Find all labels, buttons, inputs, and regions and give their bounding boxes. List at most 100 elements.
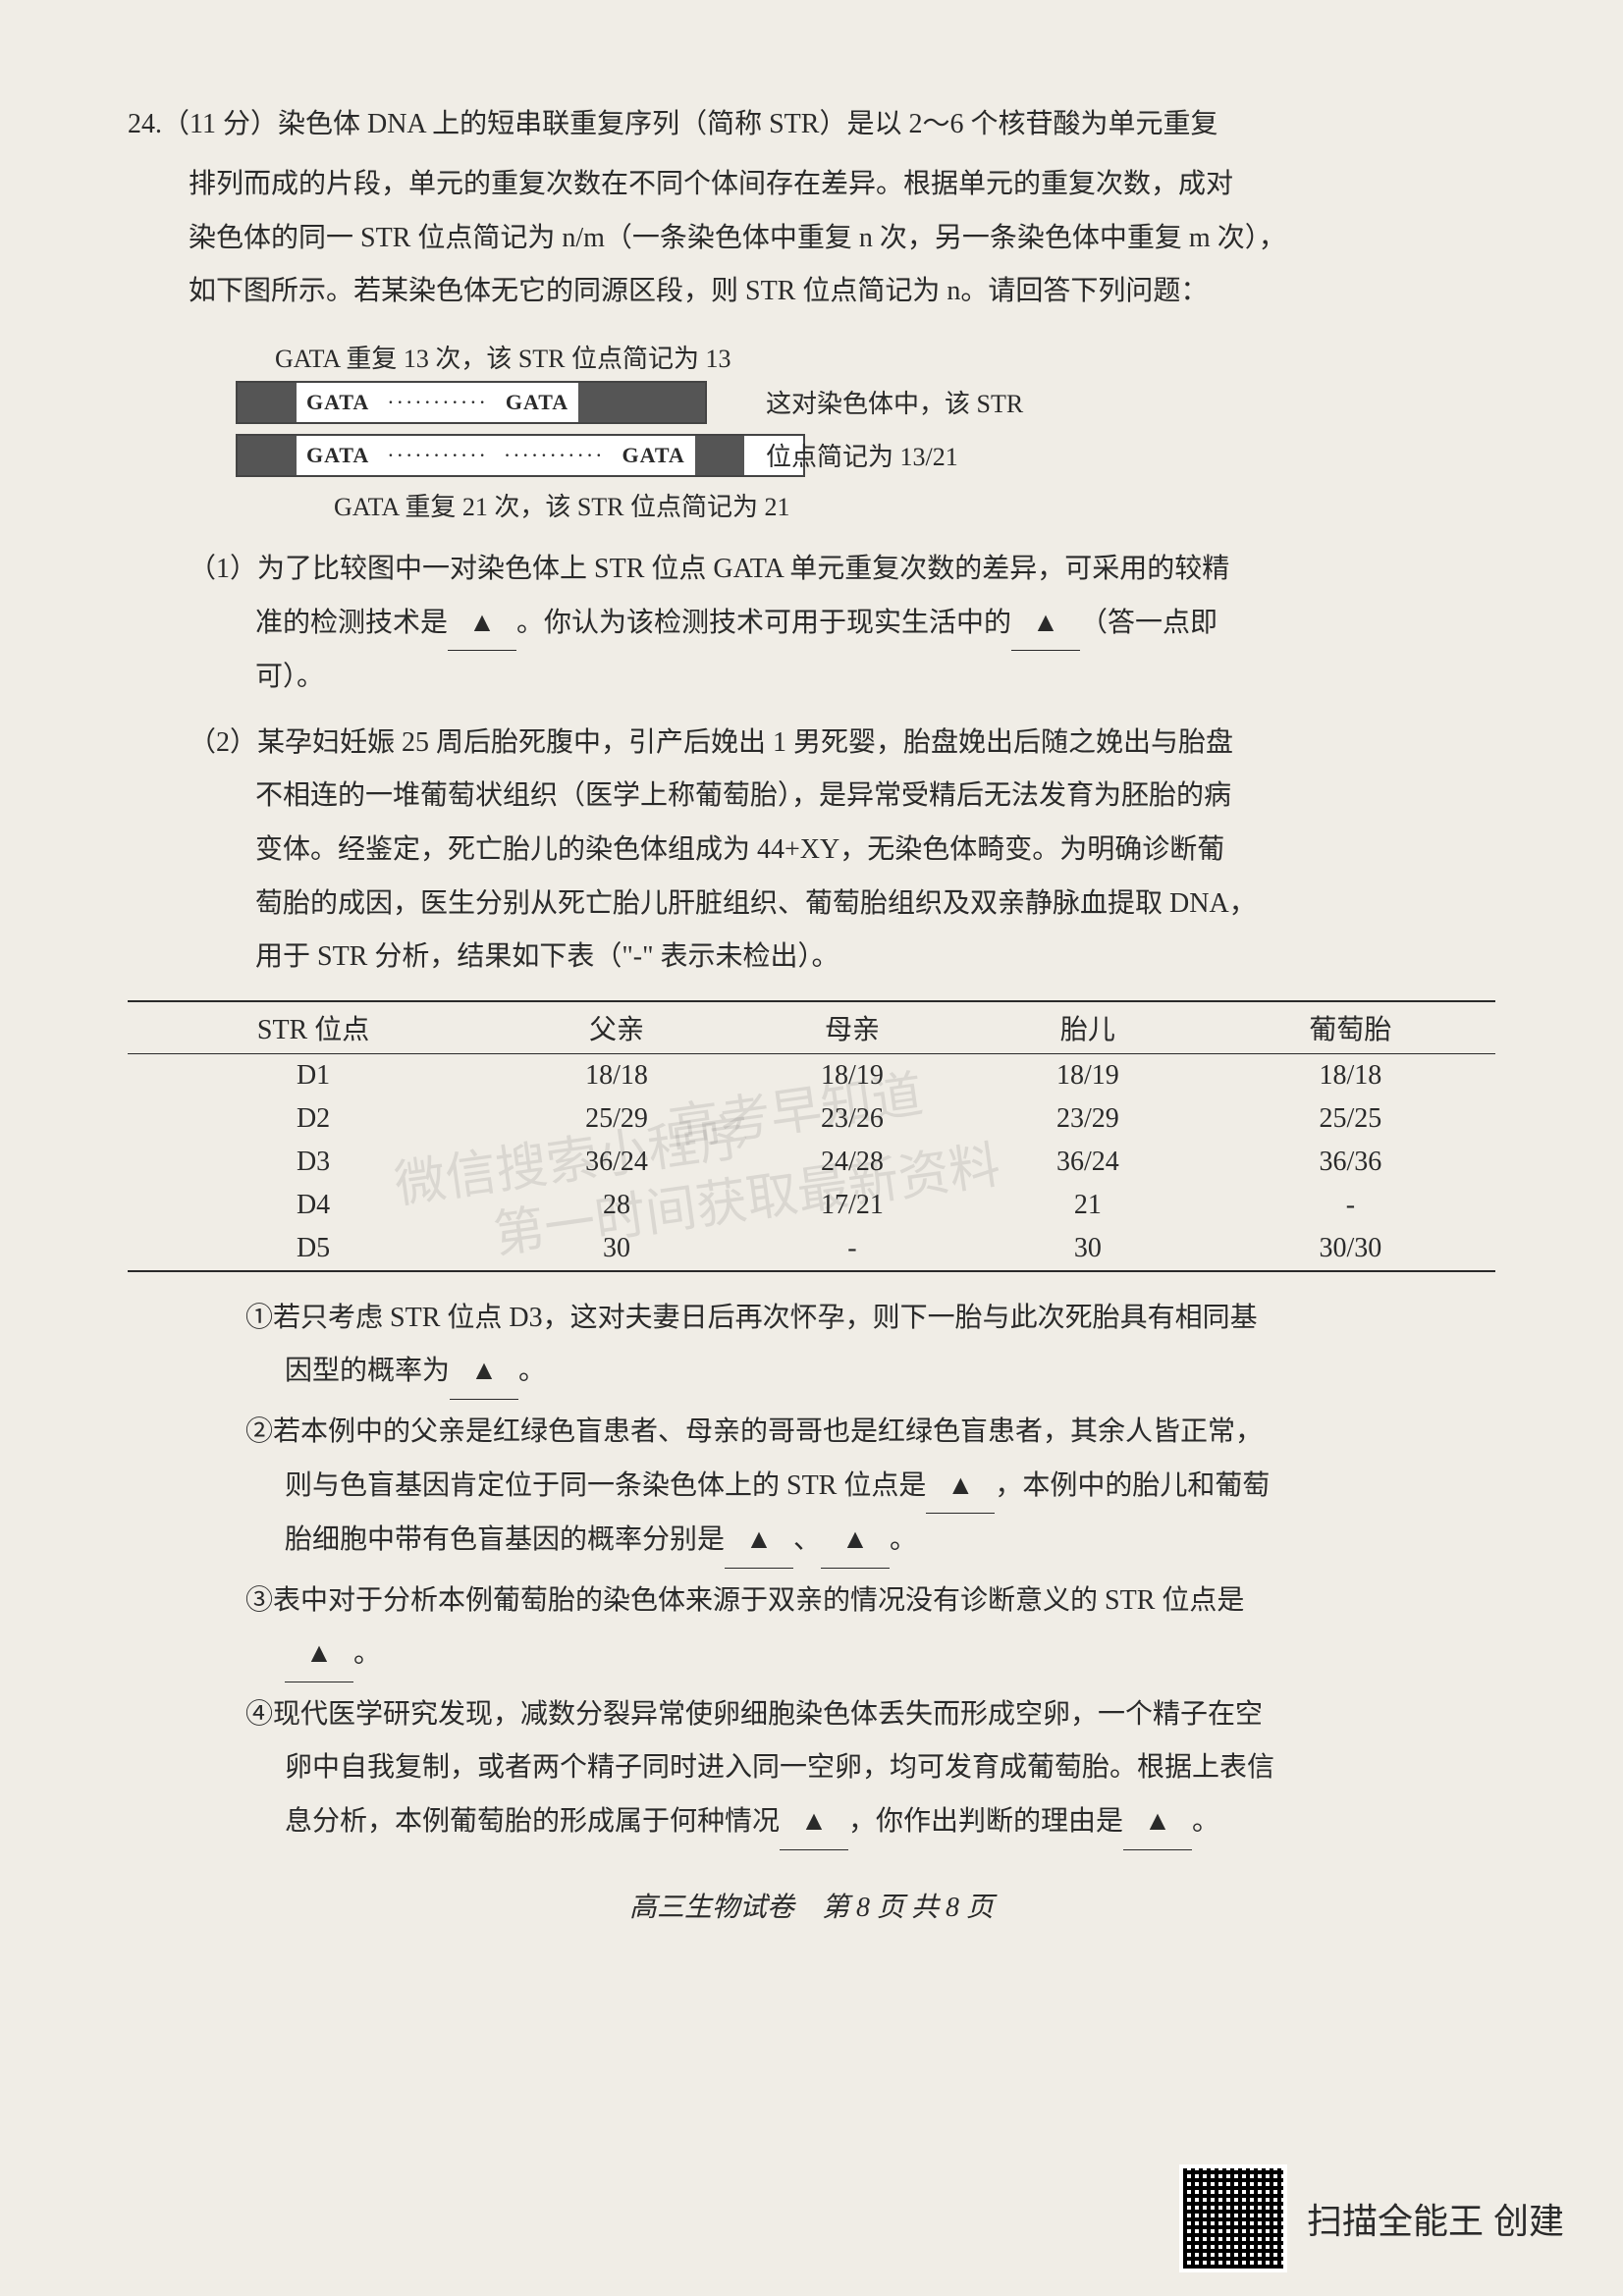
cell: 18/19 [734, 1053, 970, 1097]
item2-l3: ，本例中的胎儿和葡萄 [995, 1470, 1270, 1501]
item4-l1: 现代医学研究发现，减数分裂异常使卵细胞染色体丢失而形成空卵，一个精子在空 [273, 1699, 1263, 1730]
cell: 18/19 [970, 1053, 1206, 1097]
sub1-l2: 准的检测技术是 [255, 608, 448, 638]
diagram-side-2: 位点简记为 13/21 [766, 437, 958, 473]
cell: 30 [970, 1227, 1206, 1271]
cell: 18/18 [499, 1053, 734, 1097]
diagram-side-1: 这对染色体中，该 STR [766, 384, 1023, 420]
sub2-l1: 某孕妇妊娠 25 周后胎死腹中，引产后娩出 1 男死婴，胎盘娩出后随之娩出与胎盘 [257, 727, 1233, 758]
table-row: D118/1818/1918/1918/18 [128, 1053, 1495, 1097]
col-mother: 母亲 [734, 1001, 970, 1054]
diagram-bottom-label: GATA 重复 21 次，该 STR 位点简记为 21 [334, 487, 1495, 523]
qr-text: 扫描全能王 创建 [1307, 2193, 1564, 2244]
item1-l1: 若只考虑 STR 位点 D3，这对夫妻日后再次怀孕，则下一胎与此次死胎具有相同基 [273, 1303, 1258, 1333]
item4-l4: ，你作出判断的理由是 [848, 1806, 1123, 1837]
question-intro: 24.（11 分）染色体 DNA 上的短串联重复序列（简称 STR）是以 2～6… [128, 98, 1495, 150]
cell: 30/30 [1206, 1227, 1495, 1271]
cell: - [734, 1227, 970, 1271]
item3-l1: 表中对于分析本例葡萄胎的染色体来源于双亲的情况没有诊断意义的 STR 位点是 [273, 1585, 1244, 1616]
chromosome-1: GATA ··········· GATA [236, 381, 707, 424]
sub1-l5: 可）。 [189, 651, 1495, 705]
item2-l1: 若本例中的父亲是红绿色盲患者、母亲的哥哥也是红绿色盲患者，其余人皆正常， [273, 1416, 1263, 1447]
gata-label: GATA [496, 390, 578, 415]
cell: 36/24 [499, 1141, 734, 1184]
table-row: D336/2424/2836/2436/36 [128, 1141, 1495, 1184]
table-body: D118/1818/1918/1918/18 D225/2923/2623/29… [128, 1053, 1495, 1271]
gata-label: GATA [297, 443, 379, 468]
cell: D5 [128, 1227, 499, 1271]
item-1: ①若只考虑 STR 位点 D3，这对夫妻日后再次怀孕，则下一胎与此次死胎具有相同… [128, 1292, 1495, 1400]
sub-question-2: （2）某孕妇妊娠 25 周后胎死腹中，引产后娩出 1 男死婴，胎盘娩出后随之娩出… [128, 717, 1495, 985]
gata-label: GATA [297, 390, 379, 415]
cell: 24/28 [734, 1141, 970, 1184]
sub1-line2: 准的检测技术是▲。你认为该检测技术可用于现实生活中的▲（答一点即 [189, 597, 1495, 652]
sub2-l4: 萄胎的成因，医生分别从死亡胎儿肝脏组织、葡萄胎组织及双亲静脉血提取 DNA， [189, 878, 1495, 932]
blank: ▲ [285, 1628, 353, 1682]
sub1-l3: 。你认为该检测技术可用于现实生活中的 [516, 608, 1011, 638]
question-number: 24. [128, 109, 162, 139]
col-mole: 葡萄胎 [1206, 1001, 1495, 1054]
cell: 36/24 [970, 1141, 1206, 1184]
cell: - [1206, 1184, 1495, 1227]
question-points: （11 分） [162, 109, 278, 139]
chromosome-2: GATA ··········· ··········· GATA [236, 434, 805, 477]
item-2: ②若本例中的父亲是红绿色盲患者、母亲的哥哥也是红绿色盲患者，其余人皆正常， 则与… [128, 1406, 1495, 1569]
item2-num: ② [245, 1416, 273, 1447]
item3-num: ③ [245, 1585, 273, 1616]
blank: ▲ [1123, 1795, 1192, 1850]
intro-line-2: 排列而成的片段，单元的重复次数在不同个体间存在差异。根据单元的重复次数，成对 [128, 158, 1495, 212]
item1-line2: 因型的概率为▲。 [245, 1345, 1495, 1400]
item3-line2: ▲。 [245, 1628, 1495, 1682]
diagram-top-label: GATA 重复 13 次，该 STR 位点简记为 13 [275, 339, 1495, 375]
blank: ▲ [926, 1460, 995, 1515]
cell: 25/25 [1206, 1097, 1495, 1141]
col-str: STR 位点 [128, 1001, 499, 1054]
qr-section: 扫描全能王 创建 [1179, 2164, 1564, 2272]
item4-line3: 息分析，本例葡萄胎的形成属于何种情况▲，你作出判断的理由是▲。 [245, 1795, 1495, 1850]
blank: ▲ [821, 1514, 890, 1569]
item1-l2: 因型的概率为 [285, 1356, 450, 1386]
cell: 18/18 [1206, 1053, 1495, 1097]
cell: D2 [128, 1097, 499, 1141]
sub2-num: （2） [189, 727, 257, 758]
cell: 23/29 [970, 1097, 1206, 1141]
sub2-l3: 变体。经鉴定，死亡胎儿的染色体组成为 44+XY，无染色体畸变。为明确诊断葡 [189, 824, 1495, 878]
item4-l5: 。 [1192, 1806, 1219, 1837]
sub1-l1: 为了比较图中一对染色体上 STR 位点 GATA 单元重复次数的差异，可采用的较… [257, 554, 1229, 584]
item-4: ④现代医学研究发现，减数分裂异常使卵细胞染色体丢失而形成空卵，一个精子在空 卵中… [128, 1688, 1495, 1850]
cell: 21 [970, 1184, 1206, 1227]
cell: 36/36 [1206, 1141, 1495, 1184]
cell: 28 [499, 1184, 734, 1227]
chromosome-diagram: GATA 重复 13 次，该 STR 位点简记为 13 GATA ·······… [236, 339, 1495, 523]
cell: 23/26 [734, 1097, 970, 1141]
blank: ▲ [448, 597, 516, 652]
item2-l5: 、 [793, 1524, 821, 1555]
cell: 30 [499, 1227, 734, 1271]
item2-l4: 胎细胞中带有色盲基因的概率分别是 [285, 1524, 725, 1555]
dots: ··········· [496, 443, 613, 468]
cell: D3 [128, 1141, 499, 1184]
item2-line2: 则与色盲基因肯定位于同一条染色体上的 STR 位点是▲，本例中的胎儿和葡萄 [245, 1460, 1495, 1515]
cell: 25/29 [499, 1097, 734, 1141]
item1-num: ① [245, 1303, 273, 1333]
chr-dark-left [238, 383, 297, 422]
table-header-row: STR 位点 父亲 母亲 胎儿 葡萄胎 [128, 1001, 1495, 1054]
intro-line-3: 染色体的同一 STR 位点简记为 n/m（一条染色体中重复 n 次，另一条染色体… [128, 212, 1495, 266]
blank: ▲ [780, 1795, 848, 1850]
item2-l6: 。 [890, 1524, 917, 1555]
item2-l2: 则与色盲基因肯定位于同一条染色体上的 STR 位点是 [285, 1470, 926, 1501]
blank: ▲ [450, 1345, 518, 1400]
item-3: ③表中对于分析本例葡萄胎的染色体来源于双亲的情况没有诊断意义的 STR 位点是 … [128, 1575, 1495, 1682]
blank: ▲ [1011, 597, 1080, 652]
sub2-l2: 不相连的一堆葡萄状组织（医学上称葡萄胎），是异常受精后无法发育为胚胎的病 [189, 770, 1495, 824]
item3-l2: 。 [353, 1638, 381, 1669]
item4-l2: 卵中自我复制，或者两个精子同时进入同一空卵，均可发育成葡萄胎。根据上表信 [245, 1741, 1495, 1795]
dots: ··········· [379, 390, 496, 415]
page-footer: 高三生物试卷 第 8 页 共 8 页 [128, 1886, 1495, 1925]
item2-line3: 胎细胞中带有色盲基因的概率分别是▲、▲。 [245, 1514, 1495, 1569]
blank: ▲ [725, 1514, 793, 1569]
item4-l3: 息分析，本例葡萄胎的形成属于何种情况 [285, 1806, 780, 1837]
dots: ··········· [379, 443, 496, 468]
chr-dark-right [578, 383, 705, 422]
gata-label: GATA [612, 443, 694, 468]
